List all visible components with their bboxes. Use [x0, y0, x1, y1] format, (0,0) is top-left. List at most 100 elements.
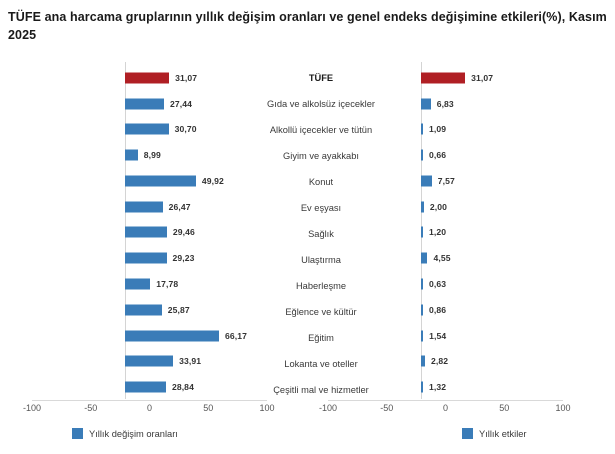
bar-row: 8,99 [32, 142, 267, 168]
bar [125, 226, 167, 238]
bar [421, 175, 432, 187]
bar-value-label: 6,83 [436, 98, 454, 109]
bar [125, 278, 151, 290]
bar [421, 149, 423, 161]
legends-container: Yıllık değişim oranları Yıllık etkiler [0, 428, 615, 454]
left-bar-rows: 31,07 27,44 30,70 8,99 49,92 26,47 29,46 29,23 1… [32, 62, 267, 400]
bar-value-label: 0,63 [429, 279, 447, 289]
bar-value-label: 1,20 [429, 227, 447, 238]
bar-row: 1,54 [328, 323, 563, 349]
bar [421, 355, 425, 367]
bar-row: 27,44 [32, 91, 267, 117]
bar-row: 2,00 [328, 194, 563, 220]
bar-row: 0,66 [328, 142, 563, 168]
category-labels-column: TÜFE Gıda ve alkolsüz içecekler Alkollü iç… [267, 62, 375, 402]
bar-row: 17,78 [32, 271, 267, 297]
charts-container: 31,07 27,44 30,70 8,99 49,92 26,47 29,46 29,23 1… [0, 62, 615, 413]
category-label: Ev eşyası [300, 203, 342, 213]
bar [125, 381, 166, 393]
category-label: Ulaştırma [301, 255, 341, 265]
category-label: Çeşitli mal ve hizmetler [273, 385, 369, 395]
left-x-axis [32, 400, 267, 401]
axis-tick-label: 0 [146, 403, 152, 413]
bar [421, 98, 431, 110]
bar [125, 98, 164, 110]
bar [125, 123, 169, 135]
category-label: Giyim ve ayakkabı [283, 151, 359, 161]
page-title: TÜFE ana harcama gruplarının yıllık deği… [8, 10, 607, 43]
bar [125, 72, 170, 84]
bar-row: 29,46 [32, 220, 267, 246]
bar-row: 26,47 [32, 194, 267, 220]
bar-row: 0,86 [328, 297, 563, 323]
bar-row: 7,57 [328, 168, 563, 194]
bar [421, 123, 423, 135]
bar [125, 304, 162, 316]
category-label: Haberleşme [295, 281, 347, 291]
left-plot-area: 31,07 27,44 30,70 8,99 49,92 26,47 29,46 29,23 1… [23, 62, 275, 413]
right-x-axis [328, 400, 563, 401]
left-legend-label: Yıllık değişim oranları [89, 428, 178, 439]
bar [125, 175, 196, 187]
bar-value-label: 0,86 [429, 304, 447, 315]
right-legend-label: Yıllık etkiler [479, 428, 527, 439]
bar-value-label: 31,07 [175, 72, 198, 83]
bar-value-label: 2,00 [429, 201, 447, 212]
axis-tick-label: 100 [259, 403, 275, 413]
bar [421, 381, 423, 393]
bar [421, 72, 466, 84]
bar-row: 49,92 [32, 168, 267, 194]
axis-tick-label: -100 [318, 403, 337, 413]
bar-value-label: 8,99 [143, 150, 161, 161]
axis-tick-label: 50 [499, 403, 510, 413]
bar-value-label: 26,47 [168, 201, 191, 212]
right-legend-swatch-icon [462, 428, 473, 439]
bar-value-label: 66,17 [224, 330, 247, 341]
bar [125, 330, 219, 342]
bar-value-label: 1,32 [429, 382, 447, 393]
category-label: Eğlence ve kültür [285, 307, 357, 317]
bar-value-label: 29,23 [172, 253, 195, 264]
right-chart-panel: 31,07 6,83 1,09 0,66 7,57 2,00 1,20 4,55 0,63 0,8… [300, 62, 615, 413]
bar-value-label: 30,70 [174, 124, 197, 135]
bar [421, 278, 423, 290]
bar [125, 252, 167, 264]
bar [125, 355, 174, 367]
bar [421, 330, 424, 342]
bar-row: 1,09 [328, 117, 563, 143]
bar-value-label: 0,66 [429, 150, 447, 161]
left-chart-panel: 31,07 27,44 30,70 8,99 49,92 26,47 29,46 29,23 1… [0, 62, 300, 413]
bar-value-label: 1,09 [429, 124, 447, 135]
bar-row: 31,07 [328, 65, 563, 91]
bar-value-label: 2,82 [431, 356, 449, 367]
bar-row: 4,55 [328, 245, 563, 271]
bar-row: 31,07 [32, 65, 267, 91]
right-x-axis-ticks: -100 -50 0 50 100 [312, 403, 579, 413]
bar-row: 28,84 [32, 374, 267, 400]
bar-value-label: 29,46 [172, 227, 195, 238]
bar-row: 0,63 [328, 271, 563, 297]
bar-row: 30,70 [32, 117, 267, 143]
bar [421, 201, 424, 213]
bar-row: 29,23 [32, 245, 267, 271]
right-plot-area: 31,07 6,83 1,09 0,66 7,57 2,00 1,20 4,55 0,63 0,8… [319, 62, 571, 413]
bar-value-label: 49,92 [201, 175, 224, 186]
bar [421, 252, 428, 264]
bar-value-label: 7,57 [437, 175, 455, 186]
bar-value-label: 27,44 [169, 98, 192, 109]
category-label: Konut [308, 177, 334, 187]
bar-row: 2,82 [328, 348, 563, 374]
axis-tick-label: -100 [22, 403, 41, 413]
category-label: Alkollü içecekler ve tütün [269, 125, 373, 135]
left-legend-swatch-icon [72, 428, 83, 439]
bar-row: 33,91 [32, 348, 267, 374]
bar-value-label: 1,54 [429, 330, 447, 341]
axis-tick-label: 50 [203, 403, 214, 413]
left-legend: Yıllık değişim oranları [72, 428, 178, 439]
category-label: Sağlık [308, 229, 334, 239]
right-bar-rows: 31,07 6,83 1,09 0,66 7,57 2,00 1,20 4,55 0,63 0,8… [328, 62, 563, 400]
bar-row: 1,20 [328, 220, 563, 246]
axis-tick-label: 0 [442, 403, 448, 413]
category-label: Lokanta ve oteller [284, 359, 358, 369]
bar-row: 1,32 [328, 374, 563, 400]
